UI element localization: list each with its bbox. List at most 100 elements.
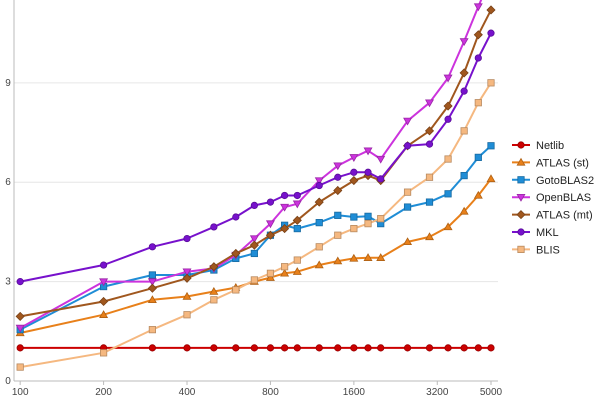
data-point-openblas — [147, 278, 157, 287]
data-point-netlib — [183, 344, 191, 352]
data-point-netlib — [334, 344, 342, 352]
data-point-atlas-mt — [333, 185, 343, 196]
data-point-blis — [334, 231, 342, 239]
data-point-gotoblas2 — [364, 212, 372, 220]
data-point-mkl — [148, 243, 156, 251]
legend-item-mkl[interactable]: MKL — [512, 227, 559, 239]
data-point-gotoblas2 — [334, 211, 342, 219]
data-point-mkl — [425, 140, 434, 148]
data-point-atlas-mt — [424, 126, 435, 136]
legend-item-gotoblas2[interactable]: GotoBLAS2 — [512, 175, 594, 187]
data-point-netlib — [377, 344, 385, 352]
data-point-atlas-mt — [443, 101, 453, 111]
legend-item-blis[interactable]: BLIS — [512, 244, 560, 256]
data-point-openblas — [292, 200, 302, 209]
legend-item-atlas-st[interactable]: ATLAS (st) — [512, 157, 589, 169]
series-group — [15, 0, 496, 371]
legend-label: Netlib — [536, 140, 564, 152]
y-tick-label: 9 — [5, 78, 11, 89]
data-point-atlas-mt — [99, 296, 109, 307]
axes — [13, 0, 498, 382]
data-point-atlas-st — [363, 253, 373, 261]
data-point-mkl — [16, 278, 24, 286]
data-point-blis — [444, 155, 452, 163]
data-point-openblas — [182, 268, 192, 277]
data-point-mkl — [266, 198, 275, 206]
data-point-mkl — [293, 191, 301, 200]
series-openblas — [15, 0, 483, 333]
data-point-mkl — [350, 168, 358, 176]
data-point-blis — [99, 349, 108, 357]
data-point-atlas-st — [349, 253, 359, 262]
data-point-netlib — [403, 344, 412, 352]
data-point-openblas — [459, 38, 469, 47]
series-blis — [16, 79, 495, 371]
data-point-netlib — [425, 344, 434, 352]
data-point-mkl — [232, 213, 240, 221]
data-point-atlas-mt — [15, 311, 25, 321]
data-point-atlas-mt — [265, 230, 276, 240]
data-point-gotoblas2 — [460, 171, 468, 180]
data-point-blis — [148, 326, 156, 334]
data-point-blis — [474, 99, 482, 107]
series-atlas-mt — [15, 5, 496, 321]
data-point-openblas — [249, 235, 259, 244]
legend-item-openblas[interactable]: OpenBLAS — [512, 192, 591, 204]
data-point-openblas — [443, 74, 453, 83]
data-point-gotoblas2 — [293, 224, 301, 233]
data-point-mkl — [377, 175, 385, 183]
data-point-mkl — [487, 29, 495, 37]
data-point-gotoblas2 — [425, 198, 434, 206]
data-point-blis — [266, 269, 275, 277]
x-tick-label: 3200 — [426, 387, 449, 398]
data-point-netlib — [487, 344, 495, 352]
legend-label: GotoBLAS2 — [536, 175, 594, 187]
data-point-atlas-mt — [182, 273, 192, 283]
data-point-mkl — [99, 261, 108, 269]
series-line-blis — [20, 82, 492, 369]
data-point-gotoblas2 — [350, 213, 358, 221]
data-point-blis — [16, 363, 24, 371]
data-point-gotoblas2 — [315, 219, 323, 227]
data-point-mkl — [315, 181, 323, 190]
data-point-atlas-st — [473, 190, 483, 199]
data-point-mkl — [474, 54, 482, 62]
x-tick-label: 800 — [262, 387, 279, 398]
tick-labels: 0 3 6 9 100 200 400 800 1600 3200 5000 — [5, 78, 502, 398]
data-point-atlas-mt — [280, 224, 290, 234]
data-point-netlib — [210, 344, 218, 352]
data-point-atlas-st — [292, 267, 302, 275]
data-point-atlas-mt — [249, 240, 259, 250]
x-tick-label: 400 — [179, 387, 196, 398]
legend-item-netlib[interactable]: Netlib — [512, 140, 564, 152]
data-point-mkl — [460, 87, 468, 95]
x-tick-label: 1600 — [343, 387, 366, 398]
data-point-netlib — [444, 344, 452, 352]
data-point-openblas — [314, 177, 324, 186]
data-point-openblas — [473, 3, 483, 12]
data-point-gotoblas2 — [148, 271, 156, 279]
legend-marker — [516, 193, 526, 202]
data-point-atlas-st — [443, 222, 453, 231]
data-point-mkl — [183, 234, 191, 243]
data-point-mkl — [334, 173, 342, 181]
data-point-blis — [487, 79, 495, 87]
data-point-atlas-st — [459, 206, 469, 215]
data-point-openblas — [425, 99, 435, 108]
y-tick-label: 0 — [5, 376, 11, 387]
data-point-netlib — [293, 344, 301, 352]
data-point-mkl — [250, 201, 258, 210]
data-point-blis — [183, 311, 191, 319]
legend-label: ATLAS (st) — [536, 157, 589, 169]
data-point-atlas-st — [147, 295, 157, 304]
data-point-openblas — [376, 155, 386, 164]
legend-item-atlas-mt[interactable]: ATLAS (mt) — [512, 210, 593, 222]
data-point-netlib — [350, 344, 358, 352]
data-point-openblas — [349, 154, 359, 162]
data-point-gotoblas2 — [487, 142, 495, 150]
data-point-blis — [460, 127, 468, 135]
legend-label: ATLAS (mt) — [536, 210, 593, 222]
data-point-atlas-st — [209, 286, 219, 295]
data-point-atlas-st — [425, 232, 435, 241]
